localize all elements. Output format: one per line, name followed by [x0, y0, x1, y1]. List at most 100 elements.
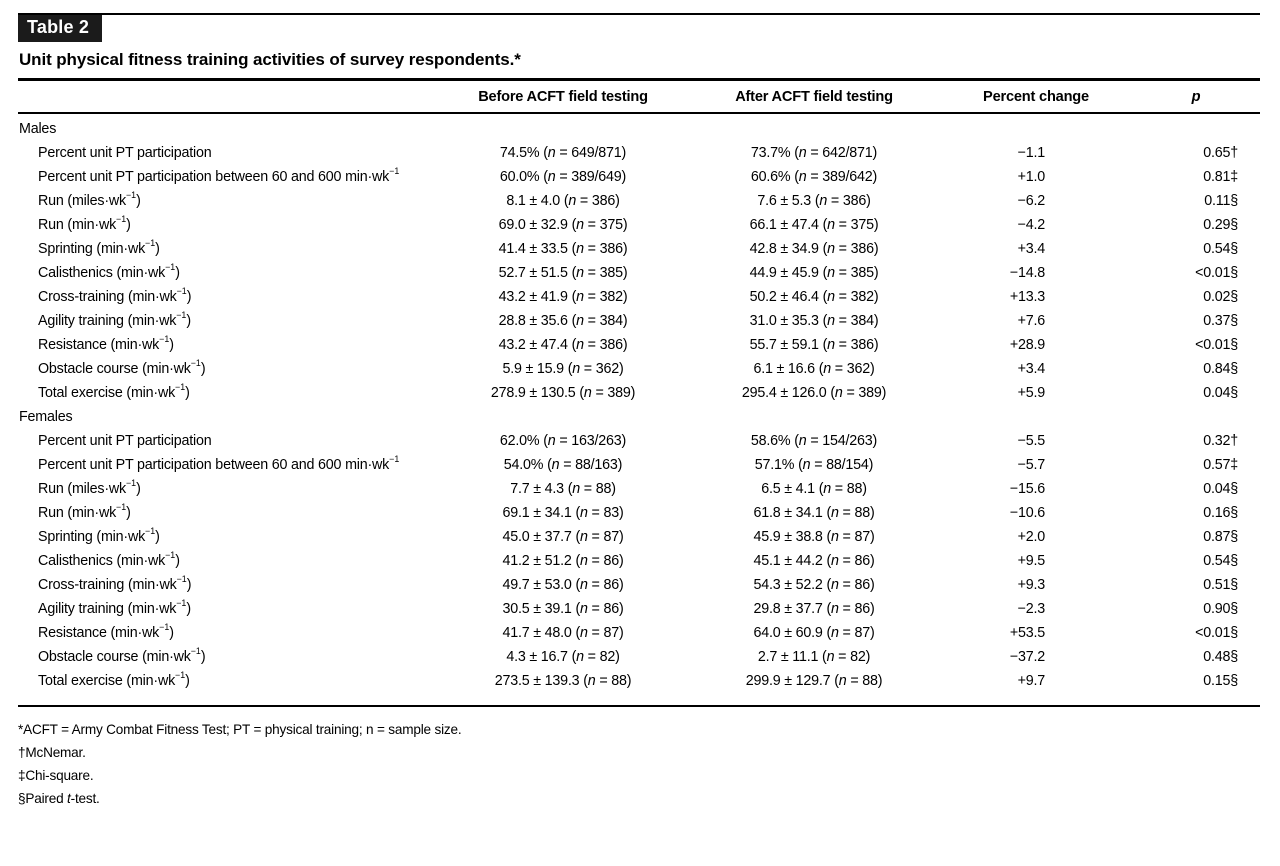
- percent-change-value: −37.2: [1009, 649, 1045, 665]
- before-value: 4.3 ± 16.7 (n = 82): [506, 649, 620, 665]
- row-label: Run (miles·wk−1): [38, 190, 141, 209]
- before-value: 278.9 ± 130.5 (n = 389): [490, 385, 636, 401]
- after-value: 58.6% (n = 154/263): [750, 433, 878, 449]
- table-row: Run (miles·wk−1) 7.7 ± 4.3 (n = 88) 6.5 …: [18, 477, 1262, 501]
- p-value: 0.37§: [1203, 313, 1238, 329]
- before-value: 49.7 ± 53.0 (n = 86): [502, 577, 624, 593]
- after-value: 60.6% (n = 389/642): [750, 169, 878, 185]
- after-value: 64.0 ± 60.9 (n = 87): [753, 625, 875, 641]
- row-label: Percent unit PT participation: [38, 433, 212, 449]
- p-value: 0.90§: [1203, 601, 1238, 617]
- percent-change-value: +9.3: [1017, 577, 1046, 593]
- p-value: 0.02§: [1203, 289, 1238, 305]
- p-value: 0.54§: [1203, 241, 1238, 257]
- row-label: Calisthenics (min·wk−1): [38, 262, 180, 281]
- table-row: Run (min·wk−1) 69.0 ± 32.9 (n = 375) 66.…: [18, 213, 1262, 237]
- footnote: *ACFT = Army Combat Fitness Test; PT = p…: [18, 722, 462, 737]
- percent-change-value: −10.6: [1009, 505, 1045, 521]
- p-value: <0.01§: [1195, 625, 1238, 641]
- table-row: Total exercise (min·wk−1) 278.9 ± 130.5 …: [18, 381, 1262, 405]
- percent-change-value: −5.7: [1017, 457, 1046, 473]
- percent-change-value: +53.5: [1009, 625, 1045, 641]
- percent-change-value: −2.3: [1017, 601, 1046, 617]
- before-value: 28.8 ± 35.6 (n = 384): [498, 313, 628, 329]
- table-row: Calisthenics (min·wk−1) 41.2 ± 51.2 (n =…: [18, 549, 1262, 573]
- row-label: Obstacle course (min·wk−1): [38, 358, 206, 377]
- percent-change-value: +9.7: [1017, 673, 1046, 689]
- percent-change-value: +7.6: [1017, 313, 1046, 329]
- row-label: Sprinting (min·wk−1): [38, 238, 160, 257]
- table-row: Run (min·wk−1) 69.1 ± 34.1 (n = 83) 61.8…: [18, 501, 1262, 525]
- title-rule: [18, 78, 1260, 81]
- row-label: Total exercise (min·wk−1): [38, 382, 190, 401]
- p-value: 0.51§: [1203, 577, 1238, 593]
- before-value: 43.2 ± 41.9 (n = 382): [498, 289, 628, 305]
- percent-change-value: −6.2: [1017, 193, 1046, 209]
- before-value: 7.7 ± 4.3 (n = 88): [510, 481, 616, 497]
- p-value: 0.57‡: [1203, 457, 1238, 473]
- p-value: 0.81‡: [1203, 169, 1238, 185]
- percent-change-value: −4.2: [1017, 217, 1046, 233]
- row-label: Run (min·wk−1): [38, 214, 131, 233]
- after-value: 50.2 ± 46.4 (n = 382): [749, 289, 879, 305]
- table-row: Calisthenics (min·wk−1) 52.7 ± 51.5 (n =…: [18, 261, 1262, 285]
- before-value: 5.9 ± 15.9 (n = 362): [502, 361, 624, 377]
- after-value: 55.7 ± 59.1 (n = 386): [749, 337, 879, 353]
- before-value: 60.0% (n = 389/649): [499, 169, 627, 185]
- row-label: Percent unit PT participation between 60…: [38, 166, 400, 185]
- top-rule: [18, 13, 1260, 15]
- p-value: 0.04§: [1203, 481, 1238, 497]
- table-row: Percent unit PT participation between 60…: [18, 453, 1262, 477]
- column-header-after: After ACFT field testing: [735, 89, 893, 105]
- before-value: 41.4 ± 33.5 (n = 386): [498, 241, 628, 257]
- section-header: Males: [19, 121, 57, 137]
- p-value: 0.04§: [1203, 385, 1238, 401]
- table-row: Agility training (min·wk−1) 28.8 ± 35.6 …: [18, 309, 1262, 333]
- table-row: Sprinting (min·wk−1) 41.4 ± 33.5 (n = 38…: [18, 237, 1262, 261]
- row-label: Sprinting (min·wk−1): [38, 526, 160, 545]
- after-value: 54.3 ± 52.2 (n = 86): [753, 577, 875, 593]
- p-value: 0.84§: [1203, 361, 1238, 377]
- percent-change-value: +3.4: [1017, 361, 1046, 377]
- table-section-row: Females: [18, 405, 1262, 429]
- after-value: 66.1 ± 47.4 (n = 375): [749, 217, 879, 233]
- table-row: Obstacle course (min·wk−1) 5.9 ± 15.9 (n…: [18, 357, 1262, 381]
- before-value: 74.5% (n = 649/871): [499, 145, 627, 161]
- table-title: Unit physical fitness training activitie…: [19, 50, 521, 69]
- percent-change-value: −5.5: [1017, 433, 1046, 449]
- percent-change-value: −1.1: [1017, 145, 1046, 161]
- before-value: 69.0 ± 32.9 (n = 375): [498, 217, 628, 233]
- percent-change-value: +5.9: [1017, 385, 1046, 401]
- after-value: 45.9 ± 38.8 (n = 87): [753, 529, 875, 545]
- table-row: Resistance (min·wk−1) 43.2 ± 47.4 (n = 3…: [18, 333, 1262, 357]
- percent-change-value: +3.4: [1017, 241, 1046, 257]
- table-row: Cross-training (min·wk−1) 43.2 ± 41.9 (n…: [18, 285, 1262, 309]
- after-value: 61.8 ± 34.1 (n = 88): [753, 505, 875, 521]
- percent-change-value: +2.0: [1017, 529, 1046, 545]
- footnotes: *ACFT = Army Combat Fitness Test; PT = p…: [18, 718, 1262, 810]
- table-section-row: Males: [18, 117, 1262, 141]
- after-value: 6.1 ± 16.6 (n = 362): [753, 361, 875, 377]
- percent-change-value: +13.3: [1009, 289, 1045, 305]
- paper-table-page: Table 2 Unit physical fitness training a…: [18, 13, 1262, 810]
- table-row: Obstacle course (min·wk−1) 4.3 ± 16.7 (n…: [18, 645, 1262, 669]
- row-label: Agility training (min·wk−1): [38, 310, 191, 329]
- after-value: 73.7% (n = 642/871): [750, 145, 878, 161]
- after-value: 45.1 ± 44.2 (n = 86): [753, 553, 875, 569]
- after-value: 31.0 ± 35.3 (n = 384): [749, 313, 879, 329]
- table-number-badge: Table 2: [18, 15, 103, 42]
- before-value: 62.0% (n = 163/263): [499, 433, 627, 449]
- row-label: Cross-training (min·wk−1): [38, 286, 192, 305]
- row-label: Total exercise (min·wk−1): [38, 670, 190, 689]
- table-row: Percent unit PT participation 74.5% (n =…: [18, 141, 1262, 165]
- row-label: Calisthenics (min·wk−1): [38, 550, 180, 569]
- after-value: 7.6 ± 5.3 (n = 386): [757, 193, 871, 209]
- table-row: Run (miles·wk−1) 8.1 ± 4.0 (n = 386) 7.6…: [18, 189, 1262, 213]
- bottom-rule: [18, 705, 1260, 707]
- before-value: 54.0% (n = 88/163): [503, 457, 623, 473]
- after-value: 295.4 ± 126.0 (n = 389): [741, 385, 887, 401]
- percent-change-value: −15.6: [1009, 481, 1045, 497]
- table-row: Agility training (min·wk−1) 30.5 ± 39.1 …: [18, 597, 1262, 621]
- before-value: 30.5 ± 39.1 (n = 86): [502, 601, 624, 617]
- p-value: 0.11§: [1204, 193, 1238, 209]
